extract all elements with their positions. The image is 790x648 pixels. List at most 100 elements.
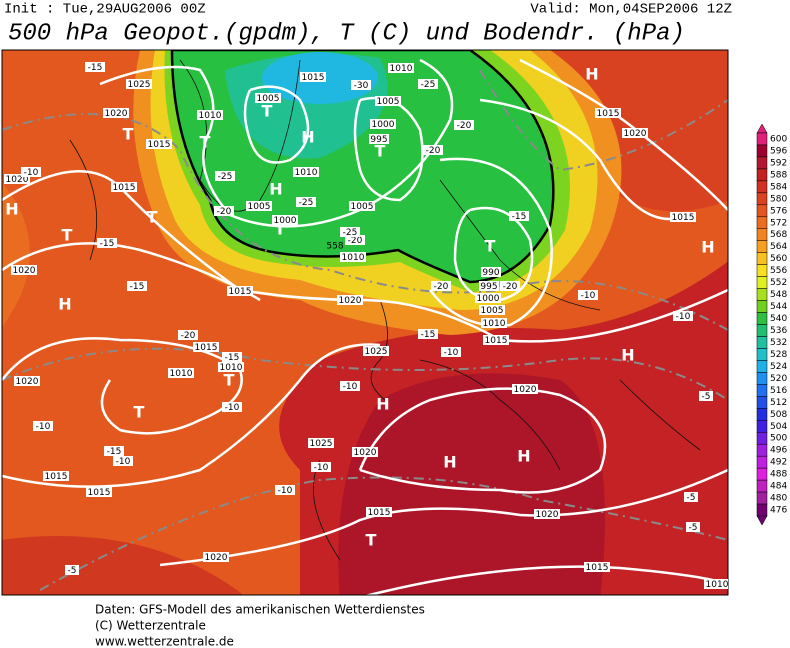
valid-time: Valid: Mon,04SEP2006 12Z — [530, 2, 732, 18]
footer-line: www.wetterzentrale.de — [95, 635, 234, 648]
isobar-label-box — [340, 252, 366, 262]
temperature-label: -20 — [434, 282, 449, 292]
pressure-center: T — [224, 371, 235, 390]
temperature-label-box — [673, 311, 693, 321]
isobar-label: 1015 — [229, 287, 252, 297]
colorbar-label: 528 — [770, 350, 787, 360]
map-area — [2, 50, 728, 595]
isobar-label: 995 — [480, 282, 497, 292]
temperature-label-box — [423, 145, 443, 155]
temperature-label-box — [296, 197, 316, 207]
temperature-label-box — [578, 290, 598, 300]
pressure-center: H — [58, 295, 71, 314]
colorbar-swatch — [756, 204, 768, 218]
isobar-label-box — [481, 267, 501, 277]
isobar-label-box — [14, 376, 40, 386]
isobar-label-box — [704, 579, 728, 589]
temperature-label-box — [699, 391, 713, 401]
colorbar-swatch — [756, 180, 768, 194]
colorbar-label: 552 — [770, 278, 787, 288]
temperature-label: -15 — [88, 63, 103, 73]
pressure-center: H — [701, 238, 714, 257]
temperature-label-box — [214, 206, 234, 216]
isobar-label-box — [534, 509, 560, 519]
pressure-center: H — [621, 346, 634, 365]
temperature-label-box — [500, 281, 520, 291]
isobar-label: 1015 — [45, 472, 68, 482]
isobar-label-box — [227, 286, 253, 296]
colorbar-swatch — [756, 360, 768, 373]
temperature-label: -10 — [676, 312, 691, 322]
colorbar-swatch — [756, 264, 768, 277]
isobar-label-box — [352, 447, 378, 457]
colorbar-label: 596 — [770, 146, 787, 156]
isobar-label-box — [197, 110, 223, 120]
isobar-label-box — [4, 174, 30, 184]
colorbar-label: 556 — [770, 266, 787, 276]
colorbar-swatch — [756, 168, 768, 182]
isobar-label: 1010 — [483, 319, 506, 329]
footer-line: Daten: GFS-Modell des amerikanischen Wet… — [95, 603, 425, 617]
footer-line: (C) Wetterzentrale — [95, 619, 206, 633]
temperature-label-box — [684, 492, 698, 502]
isobar-label-box — [584, 562, 610, 572]
colorbar-label: 480 — [770, 494, 787, 504]
isobar-label: 1020 — [624, 129, 647, 139]
temperature-label: -20 — [181, 331, 196, 341]
colorbar-swatch — [756, 503, 768, 517]
isobar-label-box — [388, 63, 414, 73]
map-title: 500 hPa Geopot.(gpdm), T (C) und Bodendr… — [8, 20, 685, 47]
isobar-label: 1020 — [13, 266, 36, 276]
temperature-label: -10 — [116, 457, 131, 467]
colorbar-swatch — [756, 396, 768, 409]
colorbar-swatch — [756, 288, 768, 301]
colorbar-swatch — [756, 252, 768, 265]
temperature-label-box — [21, 167, 41, 177]
temperature-label-box — [351, 80, 371, 90]
temperature-label: -10 — [225, 403, 240, 413]
colorbar-label: 516 — [770, 386, 787, 396]
pressure-center: H — [585, 65, 598, 84]
colorbar-label: 576 — [770, 206, 787, 216]
isobar-label: 1015 — [672, 213, 695, 223]
isobar-label: 1005 — [377, 97, 400, 107]
isobar-label: 1020 — [354, 448, 377, 458]
isobar-label: 1020 — [205, 553, 228, 563]
temperature-label: -15 — [225, 353, 240, 363]
temperature-label-box — [97, 238, 117, 248]
isobar-label: 1020 — [16, 377, 39, 387]
colorbar-label: 512 — [770, 398, 787, 408]
temperature-label: -20 — [457, 121, 472, 131]
isobar-label: 1015 — [113, 183, 136, 193]
temperature-label: -10 — [278, 486, 293, 496]
colorbar-label: 508 — [770, 410, 787, 420]
colorbar-swatch — [756, 467, 768, 481]
isobar-label: 1020 — [339, 296, 362, 306]
isobar-label: 1005 — [351, 202, 374, 212]
colorbar-label: 584 — [770, 182, 787, 192]
colorbar-arrow — [756, 123, 768, 134]
pressure-center: T — [62, 226, 73, 245]
isobar-label: 1015 — [368, 508, 391, 518]
colorbar-swatch — [756, 420, 768, 433]
colorbar-swatch — [756, 348, 768, 361]
isobar-label: 1020 — [6, 175, 29, 185]
colorbar-label: 492 — [770, 458, 787, 468]
isobar-label-box — [168, 368, 194, 378]
temperature-label: -15 — [100, 239, 115, 249]
temperature-label-box — [431, 281, 451, 291]
colorbar-swatch — [756, 384, 768, 397]
temperature-label: -25 — [299, 198, 314, 208]
temperature-label-box — [340, 227, 360, 237]
colorbar-swatch — [756, 240, 768, 253]
isobar-label-box — [86, 487, 112, 497]
isobar-label: 1010 — [295, 168, 318, 178]
pressure-center: T — [485, 237, 496, 256]
colorbar-swatch — [756, 192, 768, 206]
colorbar-label: 476 — [770, 506, 787, 516]
temperature-label-box — [275, 485, 295, 495]
map-frame — [1, 49, 729, 596]
colorbar-swatch — [756, 276, 768, 289]
isobar-label: 990 — [482, 268, 499, 278]
